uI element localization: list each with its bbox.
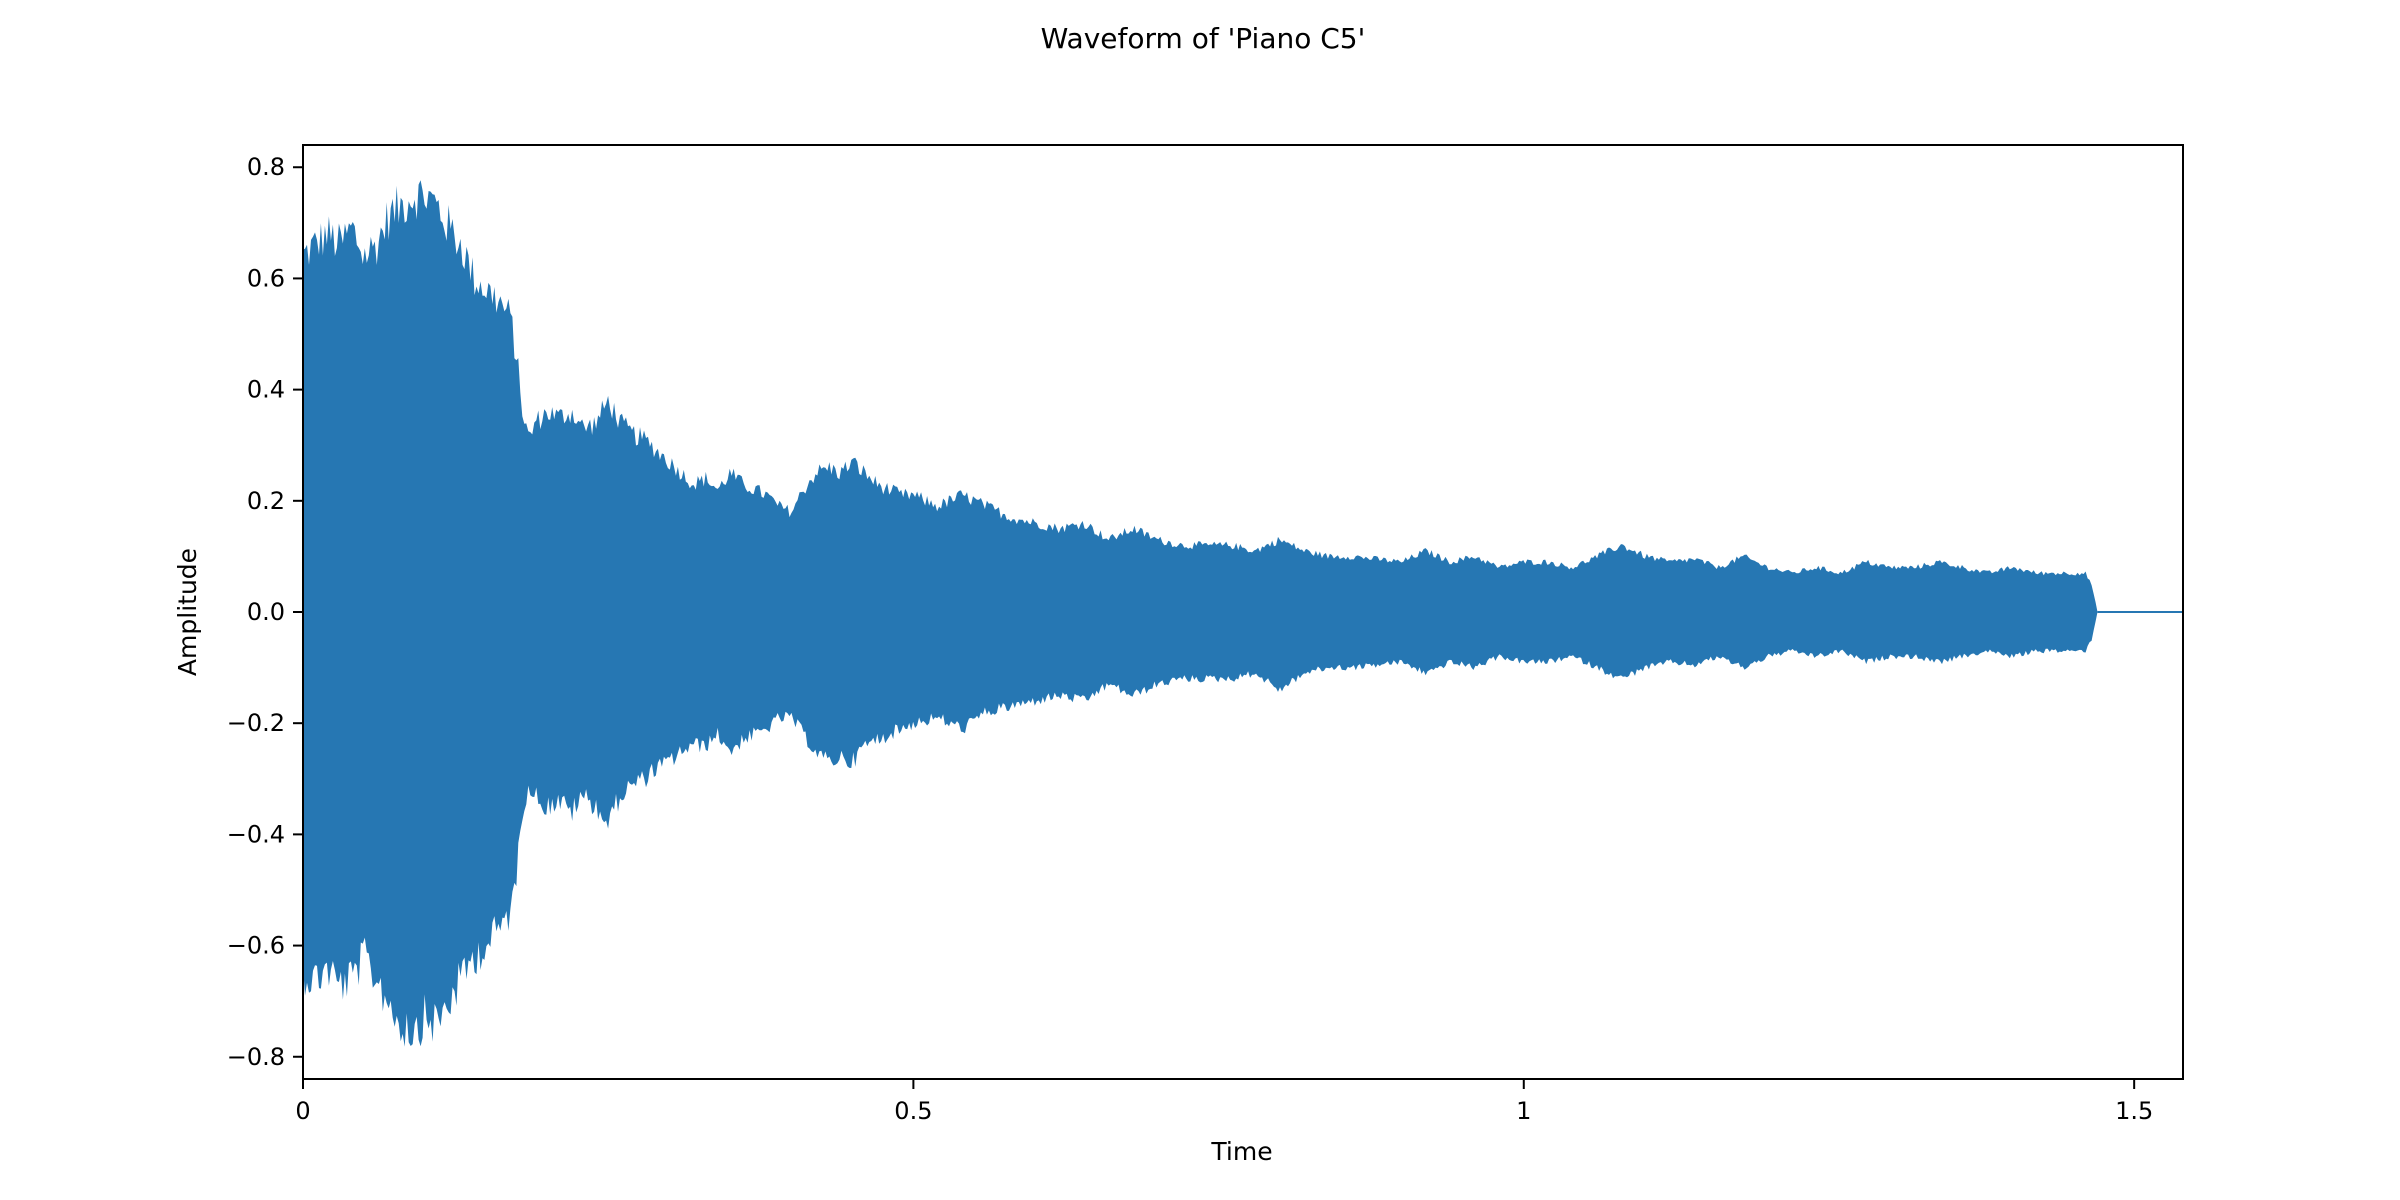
y-tick-label: −0.8 <box>227 1043 285 1071</box>
x-tick-label: 1.5 <box>2115 1097 2153 1125</box>
chart-title: Waveform of 'Piano C5' <box>1041 22 1366 55</box>
plot-area <box>303 180 2183 1047</box>
x-axis-ticks: 0 0.5 1 1.5 <box>295 1079 2153 1125</box>
y-tick-label: 0.2 <box>247 487 285 515</box>
y-tick-label: −0.2 <box>227 709 285 737</box>
x-tick-label: 0 <box>295 1097 310 1125</box>
x-axis-label: Time <box>1210 1137 1272 1166</box>
x-tick-label: 0.5 <box>894 1097 932 1125</box>
y-axis-ticks: 0.8 0.6 0.4 0.2 0.0 −0.2 −0.4 −0.6 −0.8 <box>227 153 303 1071</box>
y-tick-label: 0.4 <box>247 376 285 404</box>
waveform-series <box>303 180 2098 1047</box>
y-tick-label: 0.8 <box>247 153 285 181</box>
y-tick-label: 0.0 <box>247 598 285 626</box>
y-axis-label: Amplitude <box>173 548 202 676</box>
y-tick-label: 0.6 <box>247 264 285 292</box>
y-tick-label: −0.6 <box>227 932 285 960</box>
x-tick-label: 1 <box>1516 1097 1531 1125</box>
y-tick-label: −0.4 <box>227 820 285 848</box>
